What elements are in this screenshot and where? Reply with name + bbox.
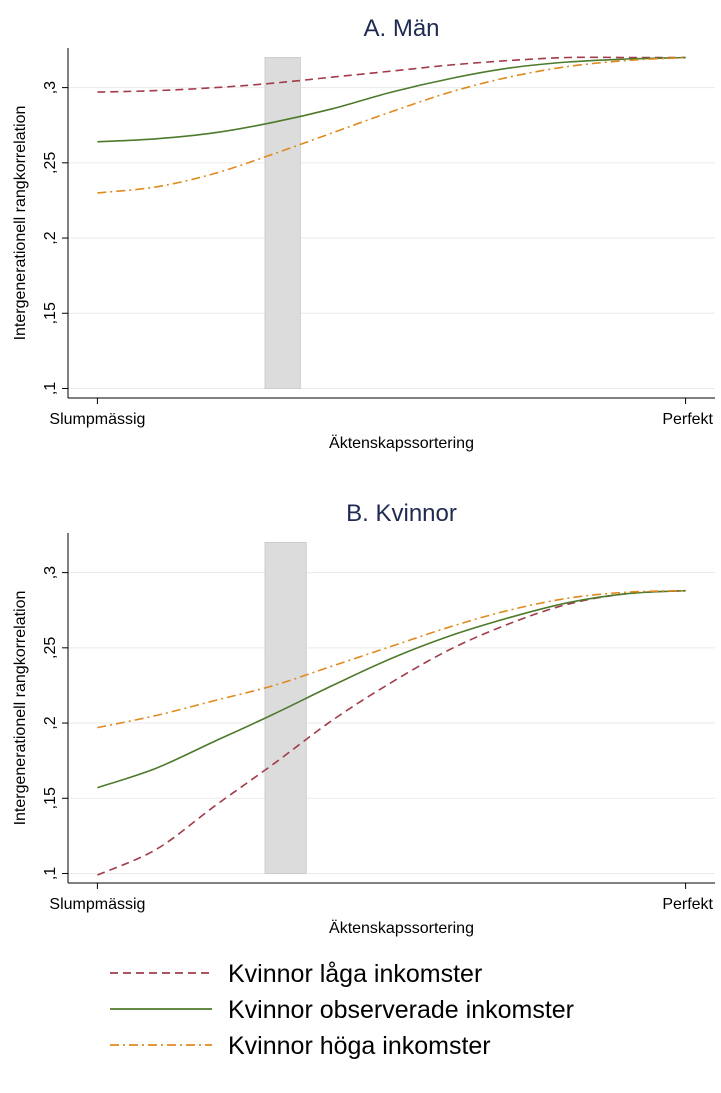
highlight-band [264,57,301,389]
legend-label: Kvinnor höga inkomster [228,1032,491,1060]
panel-a-maen: A. Män ,1 ,15 ,2 ,25 ,3 Intergenerationell ran… [12,15,715,452]
chart-title: A. Män [363,15,439,42]
chart-title: B. Kvinnor [346,500,457,527]
x-axis-label: Äktenskapssortering [329,434,474,452]
series-line [97,589,686,876]
y-tick-label: ,15 [42,787,59,809]
series-line [97,56,686,143]
y-tick-label: ,3 [42,566,59,579]
x-tick-label: Perfekt [662,411,713,428]
legend-label: Kvinnor låga inkomster [228,960,482,988]
y-axis-label: Intergenerationell rangkorrelation [12,106,29,341]
y-tick-label: ,2 [42,231,59,244]
y-axis-label: Intergenerationell rangkorrelation [12,591,29,826]
y-tick-label: ,1 [42,382,59,395]
x-axis-label: Äktenskapssortering [329,919,474,937]
y-tick-label: ,25 [42,637,59,659]
y-tick-label: ,15 [42,302,59,324]
y-tick-label: ,2 [42,716,59,729]
y-tick-label: ,1 [42,867,59,880]
panel-b-kvinnor: B. Kvinnor ,1 ,15 ,2 ,25 ,3 Intergenerationell… [12,500,715,937]
series-line [97,589,686,729]
x-tick-label: Slumpmässig [49,411,145,428]
y-tick-label: ,25 [42,152,59,174]
series-line [97,589,686,789]
legend-label: Kvinnor observerade inkomster [228,996,574,1024]
x-tick-label: Perfekt [662,896,713,913]
series-line [97,56,686,194]
x-tick-label: Slumpmässig [49,896,145,913]
legend: Kvinnor låga inkomster Kvinnor observerad… [110,960,574,1060]
y-tick-label: ,3 [42,81,59,94]
